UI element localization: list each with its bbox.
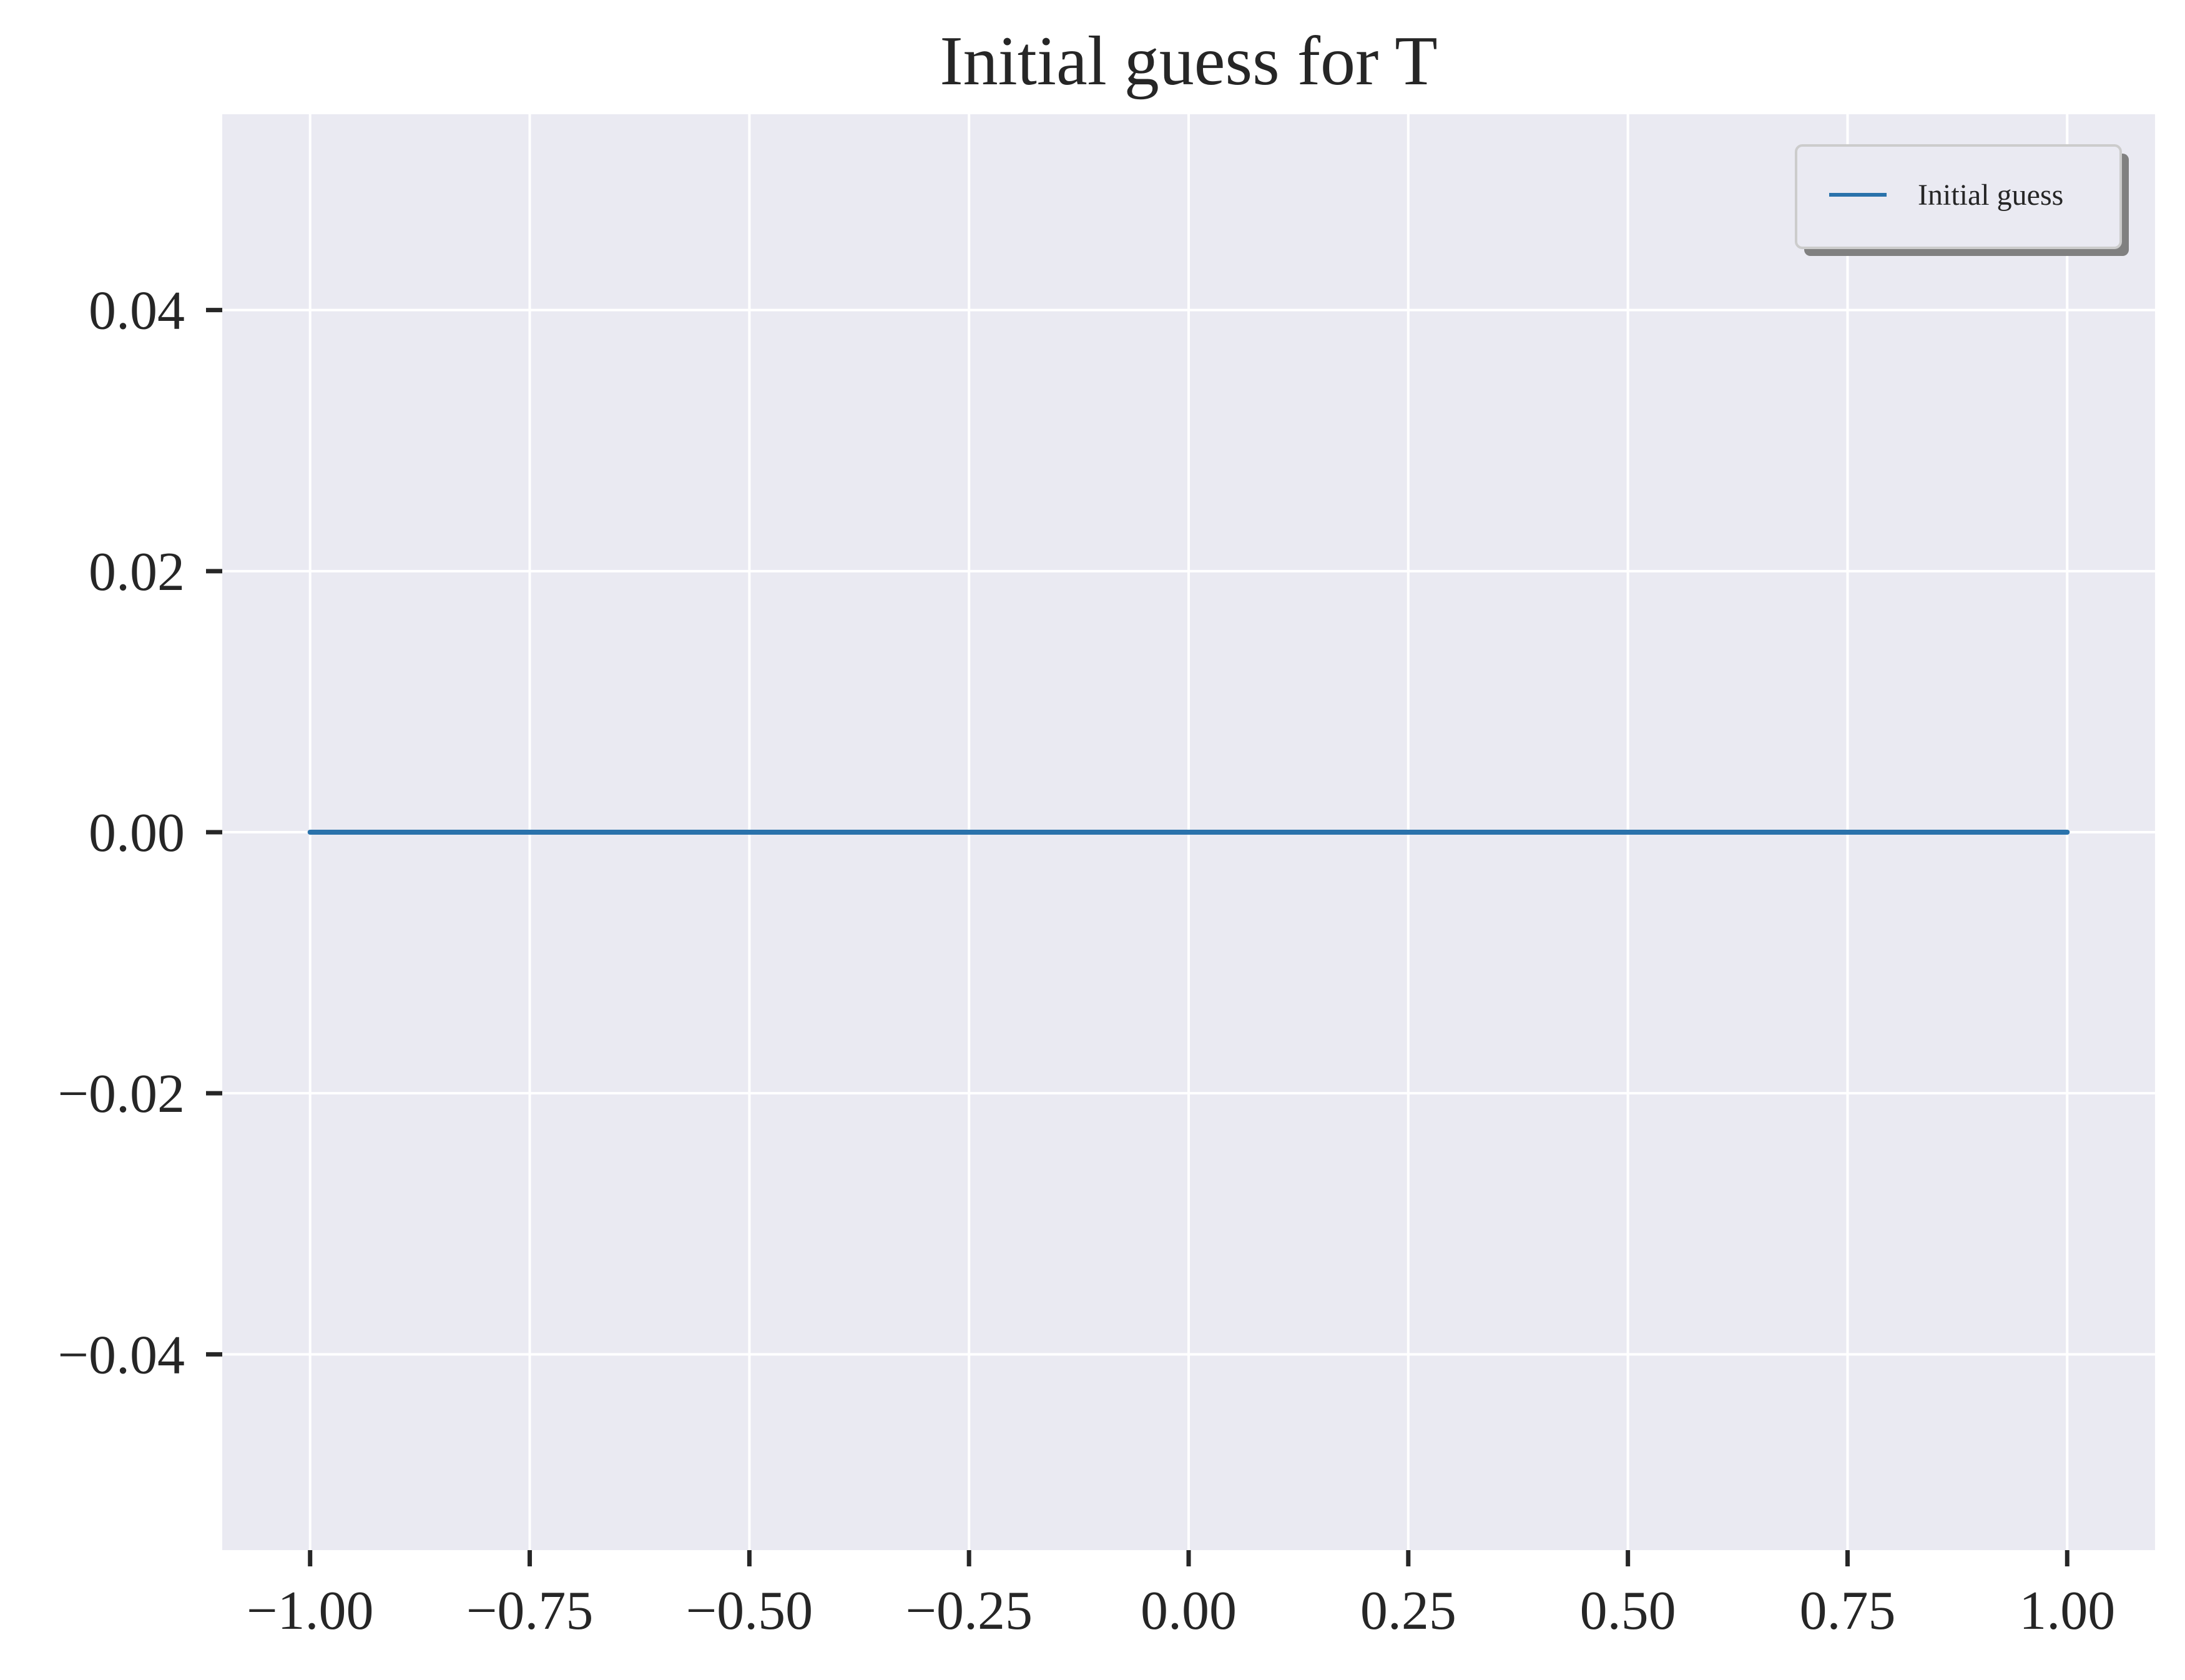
x-tick-label: 0.75 <box>1799 1581 1895 1641</box>
x-tick-label: −0.25 <box>905 1581 1033 1641</box>
x-tick-label: 1.00 <box>2019 1581 2115 1641</box>
x-tick-label: −0.50 <box>686 1581 813 1641</box>
legend-label: Initial guess <box>1918 179 2063 212</box>
x-tick-label: 0.50 <box>1580 1581 1676 1641</box>
y-tick-label: 0.04 <box>89 281 185 341</box>
y-tick-label: 0.00 <box>89 803 185 863</box>
y-tick-label: 0.02 <box>89 542 185 602</box>
chart-title: Initial guess for T <box>940 22 1437 100</box>
y-tick-label: −0.04 <box>57 1325 185 1385</box>
x-tick-label: 0.25 <box>1360 1581 1456 1641</box>
legend: Initial guess <box>1795 144 2129 256</box>
axis-ticks: −1.00 −0.75 −0.50 −0.25 0.00 0.25 0.50 0.75 1.00… <box>57 281 2115 1641</box>
legend-box <box>1795 144 2122 249</box>
x-tick-label: 0.00 <box>1141 1581 1237 1641</box>
x-tick-label: −1.00 <box>247 1581 374 1641</box>
x-tick-label: −0.75 <box>466 1581 594 1641</box>
y-tick-label: −0.02 <box>57 1064 185 1124</box>
